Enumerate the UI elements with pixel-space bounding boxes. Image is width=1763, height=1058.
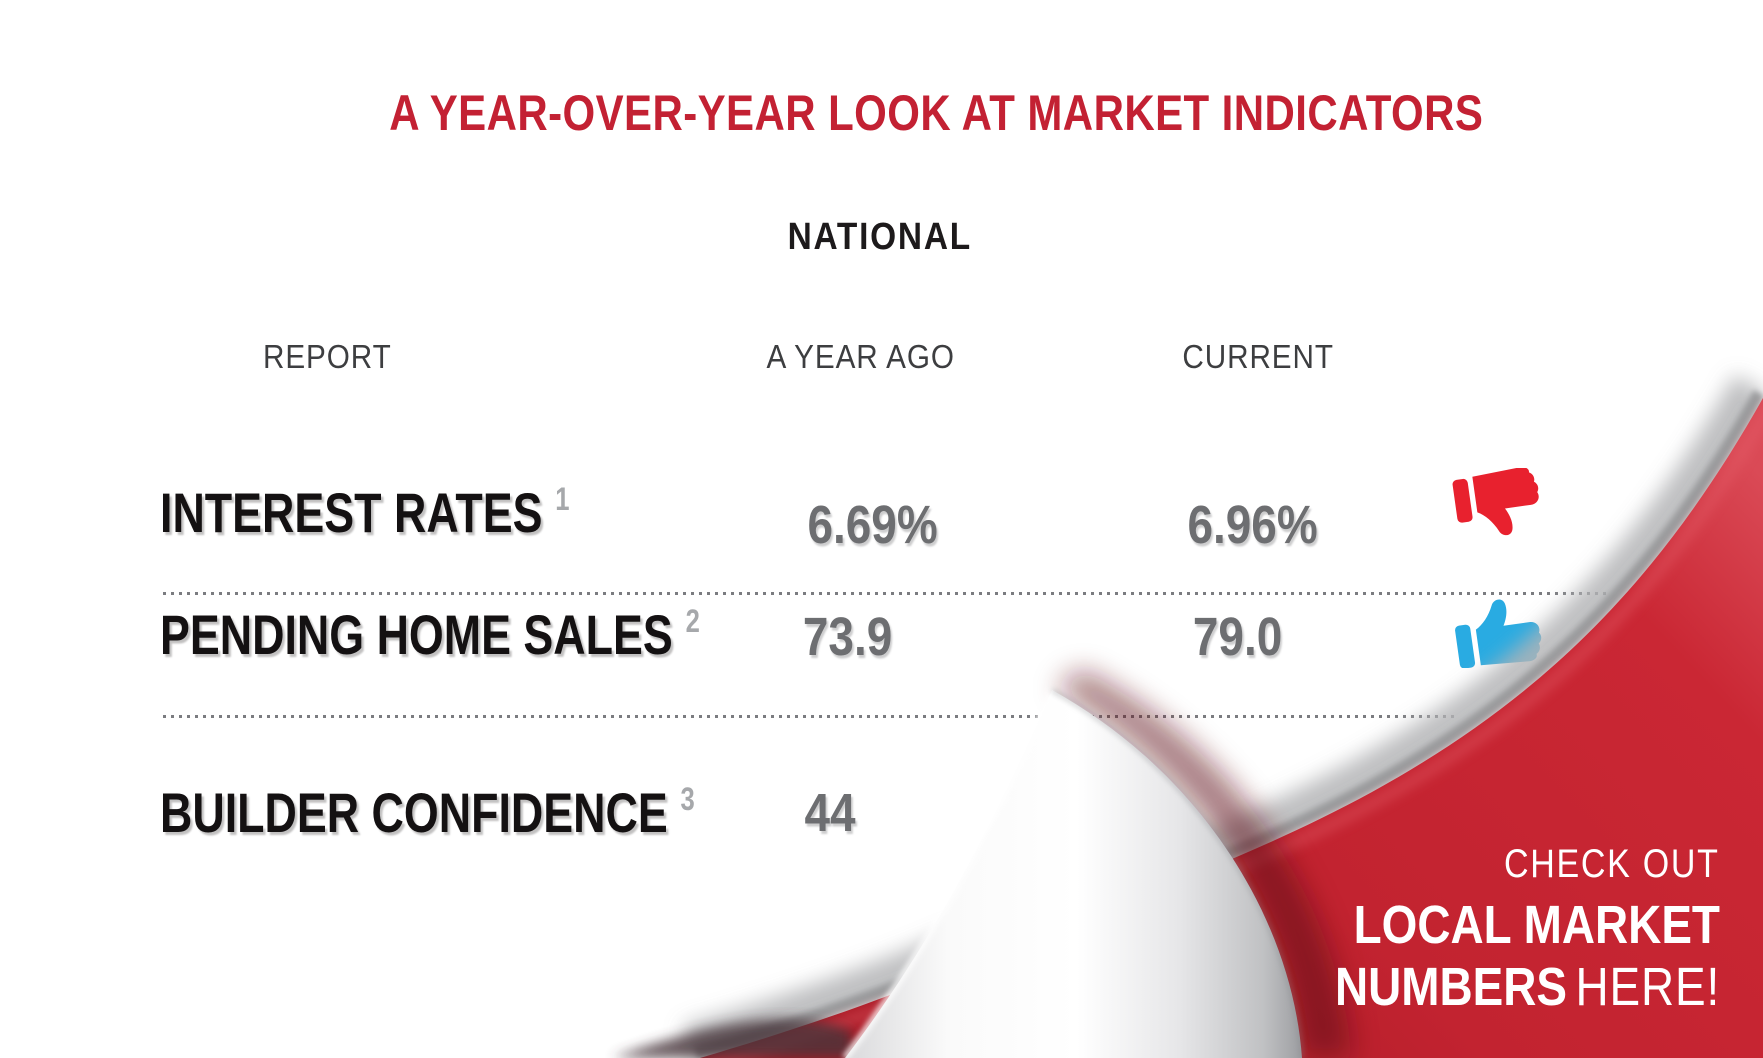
- row-label-text: INTEREST RATES: [160, 481, 543, 544]
- row-label-text: PENDING HOME SALES: [160, 603, 673, 666]
- section-heading: NATIONAL: [680, 216, 1080, 259]
- row-divider: [163, 715, 1455, 718]
- column-header-report: REPORT: [263, 338, 392, 375]
- banner-line-3-bold: NUMBERS: [1334, 957, 1567, 1017]
- banner-line-2: LOCAL MARKET: [1353, 895, 1720, 955]
- value-interest-rates-year-ago: 6.69%: [807, 495, 939, 555]
- page-title-text: A YEAR-OVER-YEAR LOOK AT MARKET INDICATO…: [389, 85, 1484, 141]
- table-row-label-interest-rates: INTEREST RATES 1: [160, 480, 672, 545]
- value-interest-rates-current: 6.96%: [1187, 495, 1319, 555]
- table-row-label-pending-home-sales: PENDING HOME SALES 2: [160, 602, 835, 667]
- column-header-current: CURRENT: [1182, 338, 1334, 375]
- thumbs-down-icon: [1452, 468, 1539, 536]
- banner-line-3-light: HERE!: [1575, 957, 1720, 1017]
- banner-line-1: CHECK OUT: [1504, 842, 1720, 886]
- footnote-marker: 1: [555, 481, 570, 517]
- value-pending-home-sales-current: 79.0: [1193, 607, 1283, 667]
- section-heading-text: NATIONAL: [787, 216, 973, 258]
- thumbs-up-icon: [1455, 599, 1542, 668]
- column-header-year-ago: A YEAR AGO: [766, 338, 956, 375]
- page-title: A YEAR-OVER-YEAR LOOK AT MARKET INDICATO…: [285, 84, 1483, 142]
- row-label-text: BUILDER CONFIDENCE: [160, 781, 668, 844]
- row-divider: [163, 592, 1608, 595]
- table-row-label-builder-confidence: BUILDER CONFIDENCE 3: [160, 780, 828, 845]
- value-pending-home-sales-year-ago: 73.9: [803, 607, 893, 667]
- value-builder-confidence-year-ago: 44: [804, 783, 856, 843]
- banner-line-3: NUMBERS HERE!: [1267, 956, 1720, 1018]
